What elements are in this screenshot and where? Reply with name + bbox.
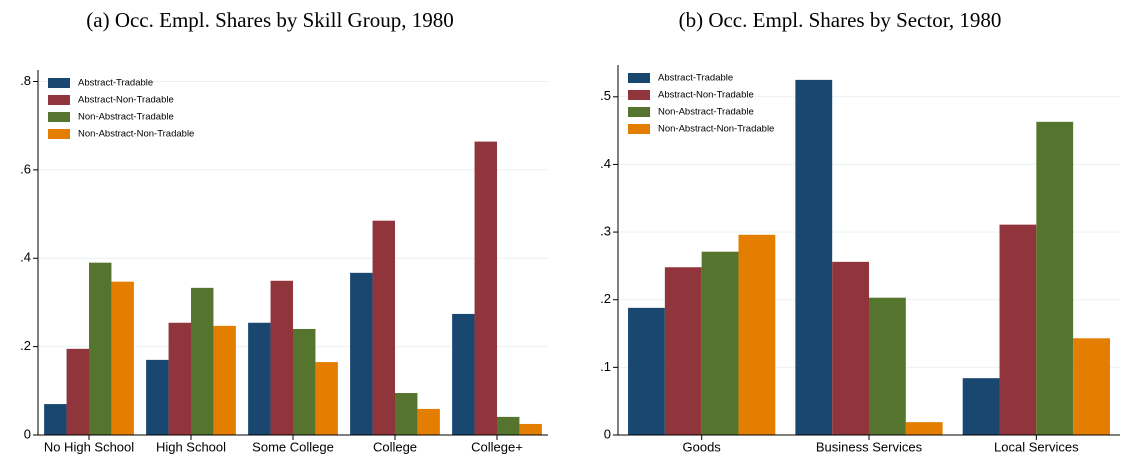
y-tick-label: .5 [600, 88, 611, 103]
legend-label: Non-Abstract-Tradable [78, 112, 174, 123]
legend-swatch [48, 112, 70, 122]
x-tick-label: High School [156, 439, 226, 454]
bar [452, 313, 475, 435]
legend-swatch [628, 73, 650, 83]
y-tick-label: .3 [600, 224, 611, 239]
legend-label: Non-Abstract-Non-Tradable [78, 129, 194, 140]
bar [44, 404, 67, 435]
x-tick-label: No High School [44, 439, 134, 454]
bar [168, 322, 191, 435]
bar [795, 79, 833, 436]
bar [191, 287, 214, 435]
bar [664, 267, 702, 435]
bar [89, 262, 112, 435]
legend-label: Abstract-Tradable [658, 73, 733, 84]
bar [999, 224, 1037, 435]
bar [832, 261, 869, 435]
y-tick-label: .4 [600, 156, 611, 171]
x-tick-label: Local Services [994, 439, 1079, 454]
bar [701, 251, 739, 435]
legend-label: Abstract-Non-Tradable [658, 90, 754, 101]
bar [417, 408, 440, 435]
bar [1073, 338, 1110, 435]
y-tick-label: .4 [20, 250, 31, 265]
bar [213, 325, 236, 435]
legend-swatch [48, 129, 70, 139]
x-tick-label: College [373, 439, 417, 454]
bar [738, 234, 776, 435]
bar [146, 359, 169, 435]
bar [869, 297, 906, 435]
bar [1036, 121, 1074, 435]
legend-swatch [628, 124, 650, 134]
bar [519, 423, 542, 435]
bar [962, 378, 1000, 435]
bar [905, 422, 943, 435]
bar [350, 272, 373, 435]
y-tick-label: 0 [604, 426, 611, 441]
x-tick-label: College+ [471, 439, 523, 454]
bar [372, 220, 395, 435]
bar [474, 141, 497, 436]
y-tick-label: 0 [24, 426, 31, 441]
bar [395, 393, 418, 435]
chart-title: (b) Occ. Empl. Shares by Sector, 1980 [679, 8, 1002, 32]
bar [270, 280, 293, 435]
y-tick-label: .2 [20, 338, 31, 353]
bar [315, 362, 338, 435]
x-tick-label: Business Services [816, 439, 923, 454]
legend-label: Abstract-Tradable [78, 78, 153, 89]
legend-swatch [48, 78, 70, 88]
y-tick-label: .1 [600, 359, 611, 374]
legend-label: Non-Abstract-Non-Tradable [658, 124, 774, 135]
chart-title: (a) Occ. Empl. Shares by Skill Group, 19… [86, 8, 453, 32]
legend-swatch [48, 95, 70, 105]
legend-label: Non-Abstract-Tradable [658, 107, 754, 118]
bar [497, 416, 520, 435]
y-tick-label: .8 [20, 73, 31, 88]
bar [111, 281, 134, 435]
x-tick-label: Some College [252, 439, 334, 454]
y-tick-label: .6 [20, 161, 31, 176]
y-tick-label: .2 [600, 291, 611, 306]
legend-swatch [628, 90, 650, 100]
legend-label: Abstract-Non-Tradable [78, 95, 174, 106]
legend-swatch [628, 107, 650, 117]
bar [628, 307, 665, 435]
bar [66, 348, 89, 435]
bar [293, 328, 316, 435]
x-tick-label: Goods [683, 439, 722, 454]
bar [248, 322, 271, 435]
